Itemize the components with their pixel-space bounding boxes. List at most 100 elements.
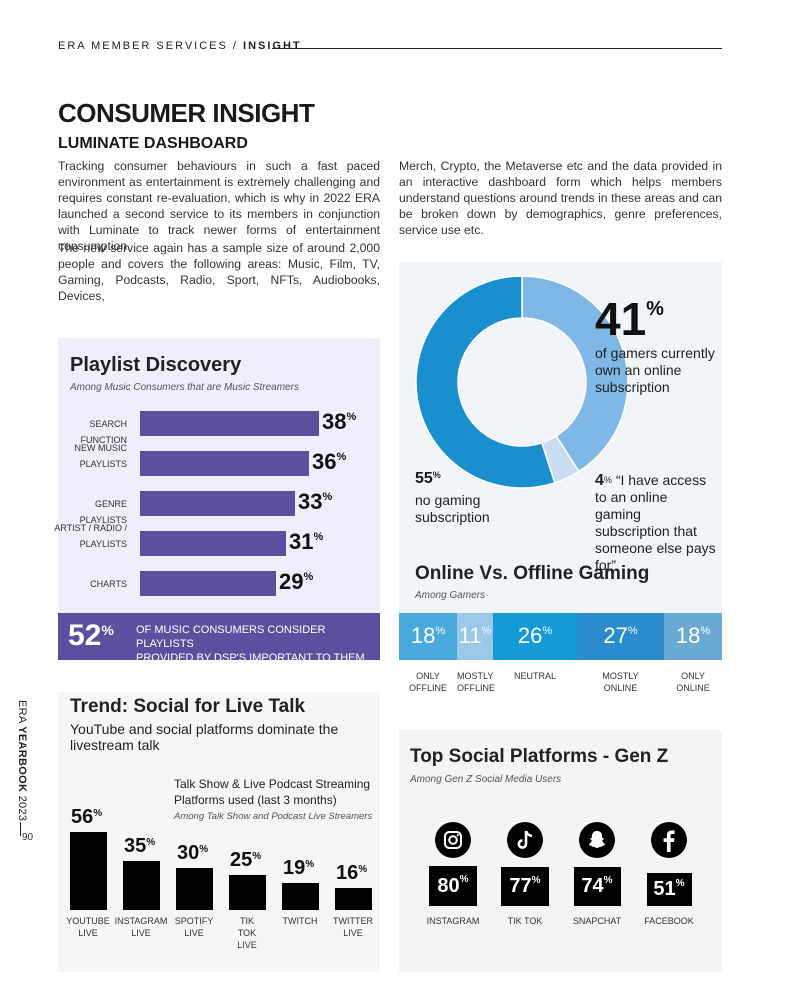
playlist-bar — [140, 451, 309, 476]
genz-bar-label: INSTAGRAM — [426, 916, 480, 926]
section-page: INSIGHT — [243, 40, 302, 52]
gaming-no-sub-value: 55 — [415, 470, 433, 487]
gaming-big-pct: 41% — [595, 292, 664, 346]
gaming-segment: 26% — [493, 613, 577, 660]
live-bar — [176, 868, 213, 910]
live-bar-label: YOUTUBE LIVE — [61, 915, 115, 939]
gaming-segment-number: 18 — [675, 623, 701, 648]
live-bar-value: 25% — [230, 849, 261, 872]
gaming-segment-label-word: OFFLINE — [457, 683, 496, 693]
live-bar-label-word: LIVE — [131, 928, 151, 938]
live-bar-label-word: LIVE — [343, 928, 363, 938]
live-bar-value-number: 30 — [177, 842, 200, 864]
gaming-donut — [415, 275, 629, 489]
live-bar-label-word: LIVE — [78, 928, 98, 938]
gaming-segment-label-word: NEUTRAL — [513, 671, 556, 681]
playlist-bar-value-sign: % — [303, 571, 314, 583]
gaming-segment: 11% — [457, 613, 493, 660]
donut-slice — [521, 275, 629, 473]
genz-bar-value: 74% — [573, 867, 621, 906]
live-panel — [58, 692, 380, 972]
live-bar-label: TWITTER LIVE — [326, 915, 380, 939]
live-bar-value-sign: % — [93, 808, 103, 819]
page-title: CONSUMER INSIGHT — [58, 98, 315, 128]
gaming-segment-label-word: MOSTLY — [602, 671, 639, 681]
playlist-row-label: SEARCH FUNCTION — [80, 419, 128, 445]
section-header: ERA MEMBER SERVICES / INSIGHT — [58, 40, 302, 52]
genz-bar-value: 77% — [501, 867, 549, 906]
genz-bar-value-sign: % — [675, 878, 685, 889]
gaming-big-sign: % — [646, 298, 664, 320]
playlist-bar-value-number: 31 — [289, 529, 314, 554]
playlist-footer: 52% OF MUSIC CONSUMERS CONSIDER PLAYLIST… — [58, 613, 380, 664]
live-bar-value-number: 35 — [124, 835, 147, 857]
gaming-other-text-1: “I have access — [615, 472, 707, 488]
gaming-title: Online Vs. Offline Gaming — [415, 563, 650, 584]
genz-bar-label: FACEBOOK — [644, 916, 694, 926]
live-bar-value-number: 16 — [336, 862, 359, 884]
gaming-segment-value: 11% — [457, 623, 493, 649]
playlist-bar-value-sign: % — [313, 531, 324, 543]
playlist-bar-value: 33% — [298, 489, 332, 515]
playlist-row: ARTIST / RADIO / PLAYLISTS 31% — [54, 523, 380, 564]
playlist-bar-value: 38% — [322, 409, 356, 435]
live-bar-value: 30% — [177, 842, 208, 865]
gaming-segment-label: ONLY ONLINE — [664, 670, 722, 694]
live-bar-label-word: TOK — [237, 928, 257, 938]
live-bar-label: INSTAGRAM LIVE — [114, 915, 168, 939]
snapchat-icon — [579, 822, 615, 858]
live-chart-title: Talk Show & Live Podcast Streaming Platf… — [174, 777, 371, 807]
gaming-segment-label-word: ONLINE — [603, 683, 638, 693]
playlist-row-label: GENRE PLAYLISTS — [79, 499, 127, 525]
playlist-bar — [140, 491, 295, 516]
gaming-big-text: of gamers currently own an online subscrip… — [595, 345, 715, 396]
live-chart-subtitle: Among Talk Show and Podcast Live Streame… — [174, 811, 373, 822]
gaming-big-value: 41 — [595, 293, 647, 345]
playlist-bar-value: 29% — [279, 569, 313, 595]
gaming-no-sub-text-1: no gaming — [415, 492, 481, 508]
playlist-row-label: NEW MUSIC PLAYLISTS — [74, 443, 128, 469]
gaming-segment-sign: % — [435, 625, 446, 637]
gaming-segment-value: 26% — [493, 623, 577, 649]
live-bar-value-sign: % — [199, 844, 209, 855]
gaming-segment-label-word: ONLY — [681, 671, 705, 681]
gaming-segment-label: MOSTLY ONLINE — [577, 670, 664, 694]
tiktok-icon — [507, 822, 543, 858]
gaming-segment-number: 26 — [517, 623, 543, 648]
playlist-subtitle: Among Music Consumers that are Music Str… — [70, 382, 299, 393]
gaming-segment-sign: % — [700, 625, 711, 637]
live-bar-value: 56% — [71, 806, 102, 829]
playlist-bar — [140, 531, 286, 556]
live-title: Trend: Social for Live Talk — [70, 696, 306, 717]
playlist-bar-value-number: 38 — [322, 409, 347, 434]
gaming-segment-label: NEUTRAL — [493, 670, 577, 682]
live-bar-label-word: TIK — [239, 916, 254, 926]
live-bar-value-sign: % — [305, 859, 315, 870]
gaming-segment-number: 11 — [458, 623, 482, 648]
playlist-row-label: ARTIST / RADIO / PLAYLISTS — [54, 523, 127, 549]
playlist-row-label: CHARTS — [90, 579, 127, 589]
gaming-no-sub-pct: 55% — [415, 470, 441, 488]
live-bar-label: TIK TOK LIVE — [220, 915, 274, 951]
gaming-other-text-3: subscription that — [595, 523, 697, 539]
gaming-segment-number: 27 — [603, 623, 628, 648]
live-bar-value-number: 19 — [283, 857, 306, 879]
playlist-bar — [140, 411, 319, 436]
playlist-footer-pct-sign: % — [101, 622, 114, 638]
playlist-bar-value-number: 33 — [298, 489, 323, 514]
gaming-segment-label-word: ONLINE — [676, 683, 710, 693]
side-text: ERA YEARBOOK 2023 — [16, 700, 28, 821]
side-year: 2023 — [16, 792, 28, 822]
genz-bar-value: 51% — [646, 873, 692, 906]
gaming-subtitle: Among Gamers — [415, 590, 486, 601]
playlist-row: SEARCH FUNCTION 38% — [58, 404, 380, 445]
live-bar-value: 19% — [283, 857, 314, 880]
gaming-segment-value: 27% — [577, 623, 664, 649]
live-bar — [123, 861, 160, 910]
playlist-title: Playlist Discovery — [70, 354, 242, 376]
live-bar-value-number: 25 — [230, 849, 253, 871]
gaming-segment-value: 18% — [399, 623, 457, 649]
playlist-bar — [140, 571, 276, 596]
playlist-bar-value-sign: % — [346, 411, 357, 423]
gaming-segment-label: ONLY OFFLINE — [399, 670, 457, 694]
